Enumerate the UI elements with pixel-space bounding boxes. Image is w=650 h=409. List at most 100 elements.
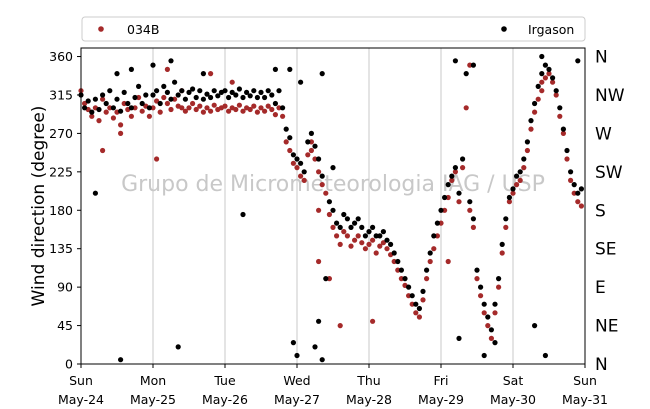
point-034b bbox=[337, 323, 343, 329]
point-irgason bbox=[197, 88, 203, 94]
point-034b bbox=[208, 108, 214, 114]
point-034b bbox=[557, 113, 563, 119]
point-034b bbox=[319, 182, 325, 188]
point-034b bbox=[301, 177, 307, 183]
y-tick-label: 270 bbox=[49, 126, 73, 141]
point-034b bbox=[553, 92, 559, 98]
point-irgason bbox=[301, 169, 307, 175]
point-irgason bbox=[164, 89, 170, 95]
point-034b bbox=[236, 102, 242, 108]
point-irgason bbox=[161, 83, 167, 89]
point-034b bbox=[298, 173, 304, 179]
point-irgason bbox=[150, 62, 156, 68]
point-034b bbox=[427, 258, 433, 265]
point-irgason bbox=[305, 139, 311, 145]
point-034b bbox=[118, 130, 124, 136]
point-irgason bbox=[85, 98, 91, 104]
point-034b bbox=[449, 177, 455, 183]
point-034b bbox=[265, 103, 271, 109]
point-irgason bbox=[283, 126, 289, 132]
point-034b bbox=[377, 243, 383, 249]
point-034b bbox=[492, 310, 498, 316]
point-034b bbox=[528, 126, 534, 132]
point-irgason bbox=[132, 94, 138, 101]
point-034b bbox=[262, 108, 268, 114]
point-034b bbox=[136, 94, 142, 101]
point-irgason bbox=[391, 250, 397, 256]
point-irgason bbox=[413, 301, 419, 307]
point-irgason bbox=[575, 190, 581, 196]
point-irgason bbox=[359, 224, 365, 230]
point-034b bbox=[164, 100, 170, 107]
plot-border bbox=[80, 47, 586, 365]
point-irgason bbox=[506, 194, 512, 201]
point-irgason bbox=[542, 62, 549, 68]
point-irgason bbox=[258, 89, 264, 95]
point-034b bbox=[226, 108, 232, 114]
x-tick-day-label: Fri bbox=[434, 373, 449, 388]
point-034b bbox=[186, 105, 192, 111]
legend-frame bbox=[81, 16, 586, 42]
x-tick-date-label: May-26 bbox=[202, 392, 248, 407]
point-034b bbox=[294, 165, 300, 171]
point-034b bbox=[373, 250, 379, 256]
point-034b bbox=[272, 112, 278, 118]
point-irgason bbox=[294, 352, 300, 359]
y-tick-label: 225 bbox=[49, 164, 73, 179]
x-axis-ticks: Sun May-24 Mon May-25 Tue May-26 Wed May-27 Thu M… bbox=[58, 364, 608, 407]
point-irgason bbox=[352, 220, 358, 226]
point-irgason bbox=[492, 340, 498, 346]
point-034b bbox=[395, 267, 401, 273]
point-034b bbox=[460, 165, 466, 171]
point-034b bbox=[571, 190, 577, 196]
point-irgason bbox=[564, 147, 570, 154]
point-irgason bbox=[380, 229, 386, 235]
direction-label: N bbox=[595, 355, 608, 375]
point-irgason bbox=[312, 344, 318, 350]
x-tick-day-label: Sun bbox=[573, 373, 597, 388]
x-tick-day-label: Tue bbox=[213, 373, 236, 388]
point-irgason bbox=[373, 233, 379, 239]
point-irgason bbox=[384, 237, 390, 243]
point-irgason bbox=[330, 207, 336, 213]
point-irgason bbox=[434, 220, 440, 226]
point-034b bbox=[456, 199, 462, 205]
point-034b bbox=[254, 109, 260, 115]
point-irgason bbox=[553, 88, 559, 94]
point-irgason bbox=[308, 130, 314, 136]
point-irgason bbox=[532, 323, 538, 329]
point-034b bbox=[463, 105, 469, 111]
point-irgason bbox=[157, 100, 163, 107]
point-irgason bbox=[168, 96, 174, 102]
point-irgason bbox=[499, 241, 505, 247]
point-irgason bbox=[503, 216, 509, 222]
point-irgason bbox=[107, 88, 113, 94]
plot-area bbox=[81, 48, 585, 364]
point-irgason bbox=[334, 220, 340, 226]
point-034b bbox=[355, 233, 361, 239]
point-irgason bbox=[82, 105, 88, 111]
point-034b bbox=[337, 241, 343, 247]
point-034b bbox=[481, 310, 487, 316]
direction-label: SE bbox=[595, 240, 617, 260]
point-irgason bbox=[424, 267, 430, 273]
point-irgason bbox=[139, 100, 145, 107]
point-034b bbox=[139, 108, 145, 114]
point-irgason bbox=[409, 293, 415, 299]
point-034b bbox=[132, 105, 138, 111]
point-irgason bbox=[337, 224, 343, 230]
point-irgason bbox=[427, 250, 433, 256]
legend-label-034b: 034B bbox=[127, 22, 159, 37]
direction-label: NE bbox=[595, 317, 618, 337]
point-034b bbox=[168, 106, 174, 113]
x-tick-day-label: Sun bbox=[69, 373, 93, 388]
point-034b bbox=[341, 229, 347, 235]
point-irgason bbox=[348, 224, 354, 230]
point-034b bbox=[467, 62, 473, 68]
point-irgason bbox=[431, 233, 437, 239]
point-034b bbox=[550, 79, 556, 85]
point-irgason bbox=[456, 335, 462, 341]
point-irgason bbox=[377, 233, 383, 239]
point-034b bbox=[524, 147, 531, 154]
